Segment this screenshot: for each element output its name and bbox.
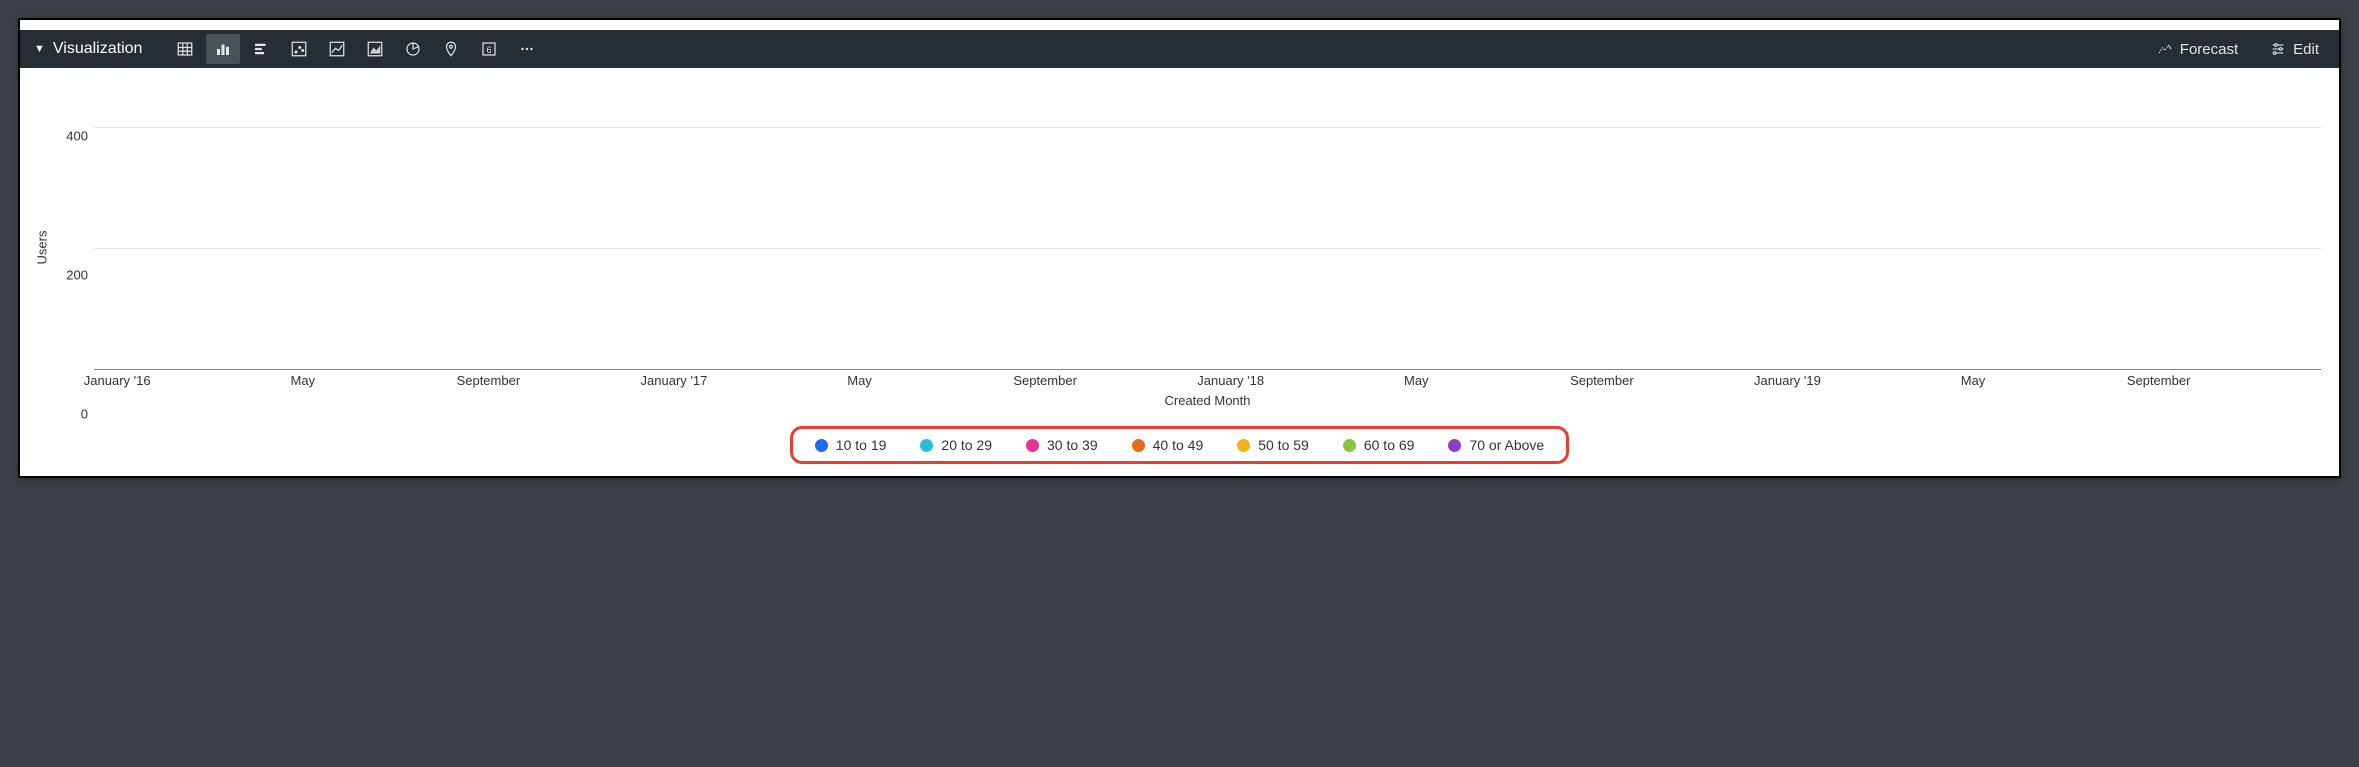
y-axis-ticks: 4002000 bbox=[54, 80, 94, 414]
x-tick: May bbox=[1404, 373, 1429, 388]
edit-label: Edit bbox=[2293, 41, 2319, 58]
toolbar-title: Visualization bbox=[53, 40, 143, 58]
x-tick: May bbox=[1961, 373, 1986, 388]
chart-bars bbox=[94, 80, 2321, 369]
x-axis-ticks: January '16MaySeptemberJanuary '17MaySep… bbox=[94, 370, 2321, 393]
visualization-toolbar: ▼ Visualization bbox=[20, 30, 2339, 68]
x-tick: September bbox=[1570, 373, 1634, 388]
forecast-label: Forecast bbox=[2180, 41, 2238, 58]
y-axis-label-wrap: Users bbox=[30, 80, 54, 414]
column-chart-icon[interactable] bbox=[206, 34, 240, 64]
legend-label: 60 to 69 bbox=[1364, 437, 1415, 453]
more-options-icon[interactable] bbox=[510, 34, 544, 64]
legend-dot-icon bbox=[920, 439, 933, 452]
legend-item[interactable]: 50 to 59 bbox=[1237, 437, 1309, 453]
plot-column: January '16MaySeptemberJanuary '17MaySep… bbox=[94, 80, 2321, 414]
legend-dot-icon bbox=[1448, 439, 1461, 452]
legend-item[interactable]: 10 to 19 bbox=[815, 437, 887, 453]
legend-dot-icon bbox=[1343, 439, 1356, 452]
x-tick: September bbox=[2127, 373, 2191, 388]
y-tick: 400 bbox=[66, 128, 88, 143]
x-tick: September bbox=[1013, 373, 1077, 388]
x-tick: January '19 bbox=[1754, 373, 1821, 388]
edit-button[interactable]: Edit bbox=[2260, 34, 2329, 64]
legend-label: 40 to 49 bbox=[1153, 437, 1204, 453]
forecast-icon bbox=[2157, 41, 2173, 57]
legend-wrap: 10 to 19 20 to 29 30 to 39 40 to 49 50 to 59… bbox=[20, 422, 2339, 476]
legend-item[interactable]: 30 to 39 bbox=[1026, 437, 1098, 453]
x-tick: January '17 bbox=[641, 373, 708, 388]
chart-area: Users 400 200 0 January '16 May September Jan… bbox=[20, 68, 2339, 422]
legend-item[interactable]: 40 to 49 bbox=[1132, 437, 1204, 453]
legend-item[interactable]: 60 to 69 bbox=[1343, 437, 1415, 453]
legend-label: 20 to 29 bbox=[941, 437, 992, 453]
visualization-panel: ▼ Visualization bbox=[18, 18, 2341, 478]
y-tick: 200 bbox=[66, 267, 88, 282]
legend-label: 30 to 39 bbox=[1047, 437, 1098, 453]
x-tick: January '16 bbox=[84, 373, 151, 388]
bar-chart-icon[interactable] bbox=[244, 34, 278, 64]
y-tick: 0 bbox=[81, 407, 88, 422]
svg-text:6: 6 bbox=[487, 45, 492, 55]
x-axis-label: Created Month bbox=[94, 393, 2321, 414]
x-tick: May bbox=[847, 373, 872, 388]
forecast-button[interactable]: Forecast bbox=[2147, 34, 2248, 64]
legend-item[interactable]: 20 to 29 bbox=[920, 437, 992, 453]
x-tick: May bbox=[291, 373, 316, 388]
legend-label: 10 to 19 bbox=[836, 437, 887, 453]
legend-dot-icon bbox=[1026, 439, 1039, 452]
pie-chart-icon[interactable] bbox=[396, 34, 430, 64]
area-chart-icon[interactable] bbox=[358, 34, 392, 64]
legend-dot-icon bbox=[1132, 439, 1145, 452]
legend-label: 50 to 59 bbox=[1258, 437, 1309, 453]
collapse-caret-icon[interactable]: ▼ bbox=[34, 43, 45, 55]
line-chart-icon[interactable] bbox=[320, 34, 354, 64]
sliders-icon bbox=[2270, 41, 2286, 57]
panel-top-gap bbox=[20, 20, 2339, 30]
single-value-icon[interactable]: 6 bbox=[472, 34, 506, 64]
x-tick: September bbox=[457, 373, 521, 388]
map-chart-icon[interactable] bbox=[434, 34, 468, 64]
x-tick: January '18 bbox=[1197, 373, 1264, 388]
scatter-chart-icon[interactable] bbox=[282, 34, 316, 64]
y-axis-label: Users bbox=[35, 230, 50, 264]
table-view-icon[interactable] bbox=[168, 34, 202, 64]
legend-box: 10 to 19 20 to 29 30 to 39 40 to 49 50 to 59… bbox=[790, 426, 1569, 464]
legend-label: 70 or Above bbox=[1469, 437, 1544, 453]
legend-dot-icon bbox=[1237, 439, 1250, 452]
legend-item[interactable]: 70 or Above bbox=[1448, 437, 1544, 453]
legend-dot-icon bbox=[815, 439, 828, 452]
chart-plot bbox=[94, 80, 2321, 370]
